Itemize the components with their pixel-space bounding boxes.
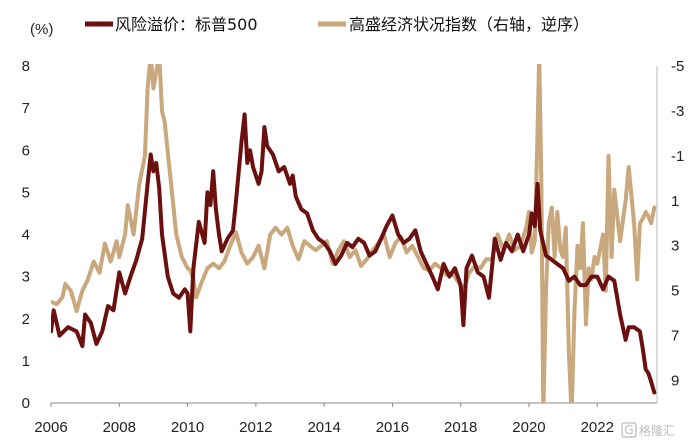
x-tick-label: 2006 [34, 419, 67, 436]
tick-labels: 0 1 2 3 4 5 6 7 8 -5 -3 -1 1 3 5 7 9 2006 2008 2010 2012 2014… [22, 58, 685, 436]
left-y-tick-label: 4 [22, 227, 30, 244]
right-y-tick-label: 3 [671, 238, 679, 255]
x-tick-label: 2020 [512, 419, 545, 436]
series-layer [51, 64, 657, 403]
left-y-tick-label: 2 [22, 311, 30, 328]
left-y-tick-label: 1 [22, 353, 30, 370]
watermark: G 格隆汇 [621, 422, 675, 438]
right-y-tick-label: -5 [671, 58, 684, 75]
legend-label: 风险溢价：标普500 [115, 15, 258, 34]
left-y-tick-label: 3 [22, 269, 30, 286]
x-tick-label: 2010 [171, 419, 204, 436]
right-y-tick-label: 9 [671, 373, 679, 390]
x-tick-label: 2022 [581, 419, 614, 436]
gs-fci-series-line [51, 64, 657, 403]
watermark-logo-letter: G [624, 423, 633, 437]
right-y-tick-label: -1 [671, 148, 684, 165]
watermark-text: 格隆汇 [639, 423, 675, 438]
legend-label: 高盛经济状况指数（右轴，逆序） [349, 15, 589, 34]
sp500-risk-premium-series-line [51, 112, 657, 395]
axes [50, 66, 658, 407]
watermark-logo-icon [621, 422, 637, 438]
x-tick-label: 2014 [307, 419, 340, 436]
x-tick-label: 2018 [444, 419, 477, 436]
left-axis-unit: (%) [30, 21, 53, 38]
x-tick-label: 2016 [376, 419, 409, 436]
left-y-tick-label: 0 [22, 395, 30, 412]
right-y-tick-label: 1 [671, 193, 679, 210]
left-y-tick-label: 8 [22, 58, 30, 75]
right-y-tick-label: 5 [671, 283, 679, 300]
chart-legend: 风险溢价：标普500 高盛经济状况指数（右轴，逆序） [85, 15, 589, 34]
x-tick-label: 2008 [103, 419, 136, 436]
x-tick-label: 2012 [239, 419, 272, 436]
left-y-tick-label: 5 [22, 184, 30, 201]
right-y-tick-label: -3 [671, 103, 684, 120]
left-y-tick-label: 7 [22, 100, 30, 117]
right-y-tick-label: 7 [671, 328, 679, 345]
left-y-tick-label: 6 [22, 142, 30, 159]
